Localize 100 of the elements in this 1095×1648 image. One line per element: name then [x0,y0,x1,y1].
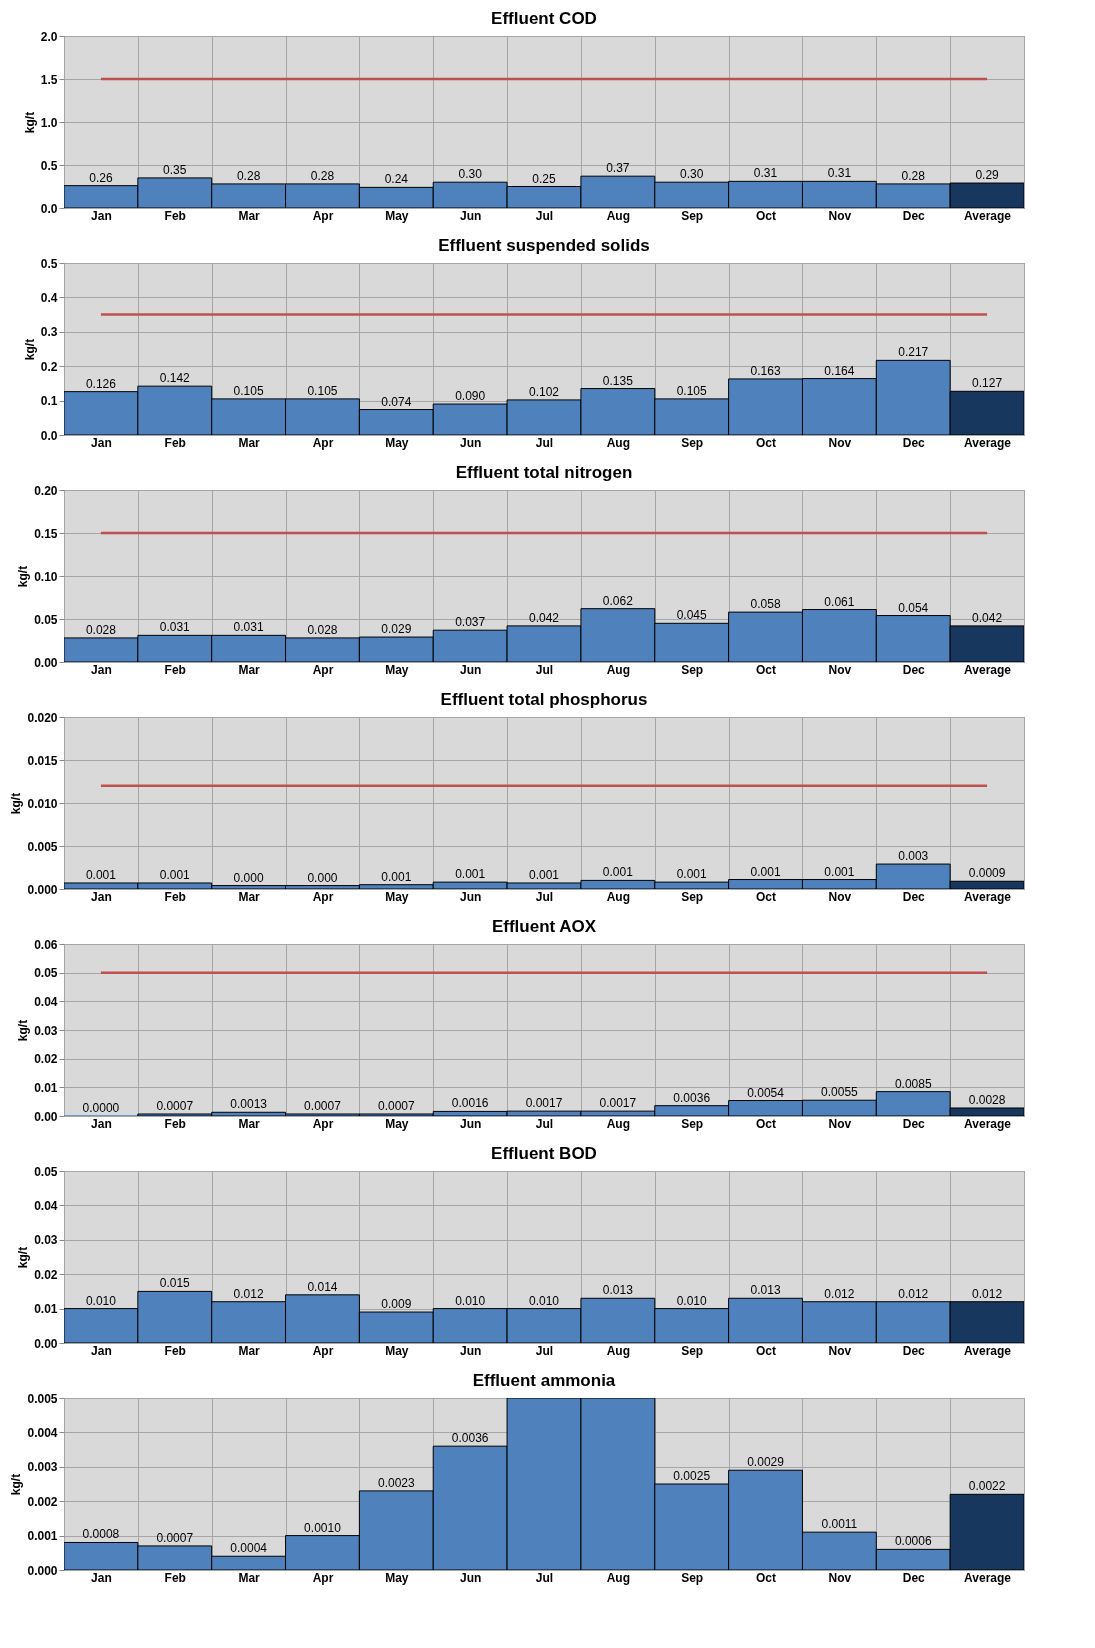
data-label: 0.015 [159,1276,191,1291]
data-label: 0.30 [458,167,483,182]
y-tick-label: 0.04 [34,1198,58,1213]
x-tick-label: Average [964,1116,1012,1131]
data-label: 0.105 [307,383,338,398]
data-label: 0.0010 [304,1520,342,1535]
x-tick-label: Mar [238,208,261,223]
x-tick-label: Jan [91,1343,112,1358]
data-label: 0.163 [750,363,781,378]
data-label: 0.28 [236,168,261,183]
x-tick-label: Dec [902,1570,926,1585]
x-tick-label: Sep [681,1570,704,1585]
y-tick-label: 0.010 [27,796,58,811]
data-label: 0.0029 [747,1455,785,1470]
x-tick-label: Jun [459,662,482,677]
y-tick-label: 1.5 [40,72,58,87]
x-tick-label: Jan [91,435,112,450]
data-label: 0.010 [455,1293,486,1308]
x-tick-label: Sep [681,662,704,677]
data-label: 0.37 [606,161,630,176]
y-tick-label: 0.5 [40,256,58,271]
x-tick-label: Jan [91,1116,112,1131]
x-tick-label: Jul [535,1343,554,1358]
x-tick-label: May [385,1116,409,1131]
x-tick-label: Dec [902,1343,926,1358]
y-tick-label: 0.02 [34,1052,58,1067]
data-label: 0.105 [676,383,708,398]
chart-title: Effluent COD [491,9,597,28]
data-label: 0.028 [85,622,117,637]
y-tick-label: 0.05 [34,612,58,627]
y-tick-label: 0.00 [34,655,58,670]
data-label: 0.28 [310,168,335,183]
data-label: 0.28 [901,168,926,183]
x-tick-label: Dec [902,662,926,677]
x-tick-label: Mar [238,1570,261,1585]
x-tick-label: Dec [902,435,926,450]
y-tick-label: 0.020 [27,710,58,725]
data-label: 0.054 [898,600,929,615]
y-tick-label: 0.000 [27,1563,58,1578]
y-tick-label: 0.5 [40,158,58,173]
data-label: 0.0004 [230,1541,268,1556]
data-label: 0.0007 [304,1098,342,1113]
x-tick-label: May [385,1343,409,1358]
y-tick-label: 0.00 [34,1336,58,1351]
x-tick-label: Jul [535,1116,554,1131]
y-tick-label: 0.01 [34,1080,58,1095]
data-label: 0.217 [898,345,929,360]
data-label: 0.0008 [82,1527,120,1542]
y-tick-label: 0.05 [34,966,58,981]
x-tick-label: Feb [164,1116,186,1131]
x-tick-label: Jan [91,662,112,677]
data-label: 0.001 [159,867,191,882]
x-tick-label: Dec [902,889,926,904]
x-tick-label: May [385,208,409,223]
y-tick-label: 0.005 [27,839,58,854]
chart-title: Effluent total nitrogen [455,463,633,482]
data-label: 0.001 [381,869,412,884]
y-tick-label: 0.03 [34,1233,58,1248]
y-tick-label: 0.00 [34,1109,58,1124]
y-tick-label: 0.2 [40,359,58,374]
data-label: 0.062 [602,593,634,608]
data-label: 0.0007 [156,1098,194,1113]
data-label: 0.001 [750,864,781,879]
x-tick-label: Apr [312,1343,334,1358]
x-tick-label: Nov [828,435,852,450]
x-tick-label: Sep [681,1116,704,1131]
y-tick-label: 0.04 [34,994,58,1009]
x-tick-label: Apr [312,435,334,450]
x-tick-label: Mar [238,662,261,677]
y-tick-label: 0.005 [27,1391,58,1406]
y-axis-title: kg/t [9,1473,24,1496]
data-label: 0.0036 [673,1090,711,1105]
y-tick-label: 0.003 [27,1460,58,1475]
data-label: 0.014 [307,1279,338,1294]
x-tick-label: May [385,662,409,677]
data-label: 0.013 [602,1283,634,1298]
y-axis-title: kg/t [16,1246,31,1269]
x-tick-label: Apr [312,662,334,677]
y-tick-label: 0.002 [27,1494,58,1509]
data-label: 0.001 [676,867,708,882]
data-label: 0.001 [602,865,634,880]
data-label: 0.001 [528,867,560,882]
x-tick-label: Mar [238,1343,261,1358]
data-label: 0.013 [750,1283,781,1298]
data-label: 0.26 [89,170,113,185]
data-label: 0.012 [898,1286,929,1301]
x-tick-label: Oct [756,1116,777,1131]
data-label: 0.010 [676,1293,708,1308]
x-tick-label: Feb [164,889,186,904]
x-tick-label: Nov [828,1343,852,1358]
x-tick-label: May [385,1570,409,1585]
data-label: 0.24 [384,172,409,187]
x-tick-label: Jul [535,1570,554,1585]
data-label: 0.0011 [821,1517,858,1532]
y-tick-label: 0.15 [34,526,58,541]
x-tick-label: Jun [459,435,482,450]
x-tick-label: Feb [164,662,186,677]
x-tick-label: Feb [164,435,186,450]
data-label: 0.001 [455,867,486,882]
data-label: 0.135 [602,373,634,388]
